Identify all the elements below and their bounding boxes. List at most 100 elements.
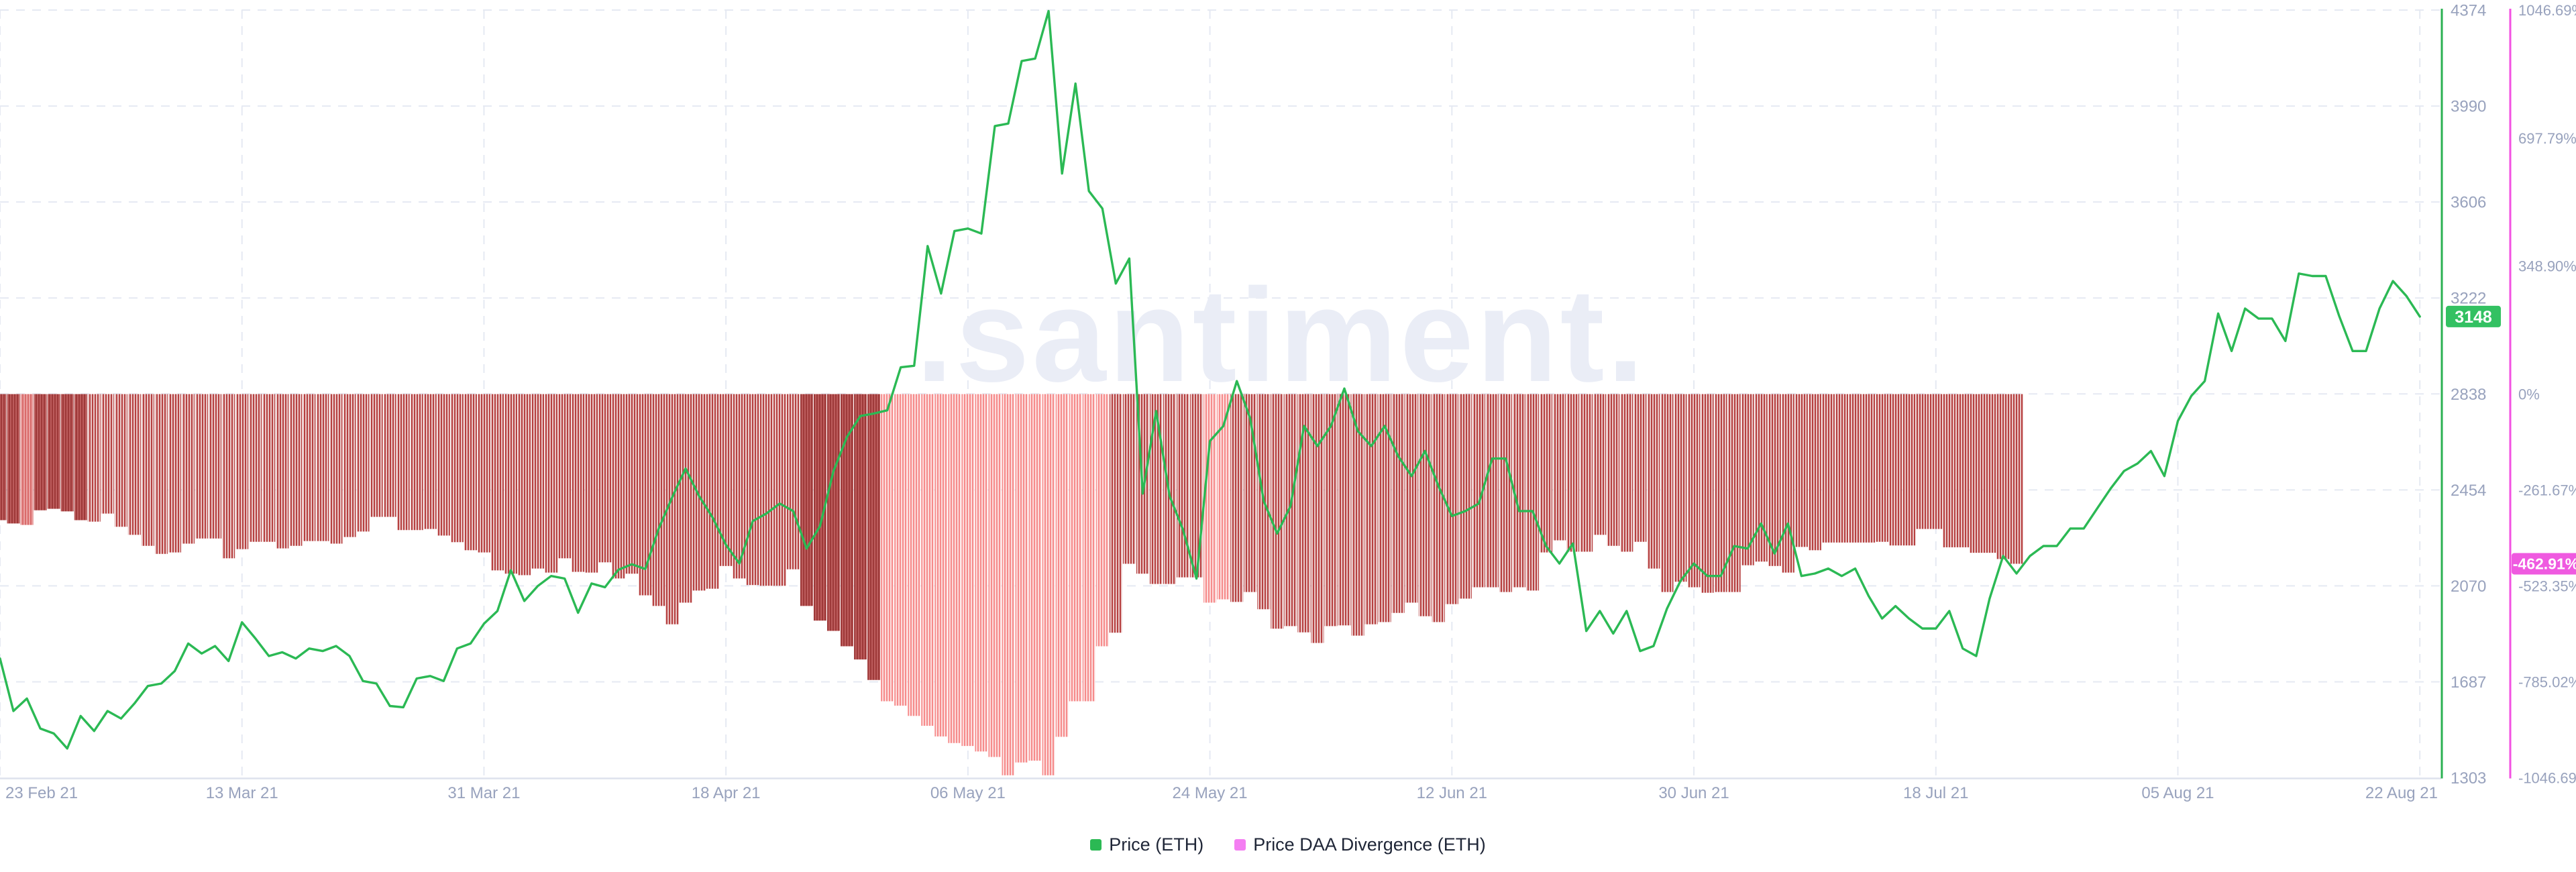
svg-text:3148: 3148: [2455, 308, 2492, 327]
divergence-bar: [1835, 394, 1848, 543]
divergence-bar: [114, 394, 127, 527]
divergence-bars: [0, 394, 2023, 775]
divergence-bar: [1620, 394, 1633, 552]
divergence-bar: [1970, 394, 1983, 553]
divergence-bar: [1499, 394, 1512, 592]
divergence-bar: [87, 394, 101, 522]
legend-item-divergence[interactable]: Price DAA Divergence (ETH): [1234, 834, 1486, 855]
divergence-bar: [34, 394, 47, 510]
divergence-bar: [1983, 394, 1996, 553]
divergence-bar: [921, 394, 934, 726]
divergence-bar: [773, 394, 786, 586]
divergence-bar: [1862, 394, 1876, 543]
divergence-bar: [316, 394, 329, 541]
divergence-bar: [1768, 394, 1781, 566]
divergence-bar: [813, 394, 826, 621]
divergence-bar: [558, 394, 572, 559]
divergence-bar: [450, 394, 464, 543]
divergence-bar: [1338, 394, 1351, 626]
divergence-bar: [961, 394, 975, 747]
divergence-bar: [262, 394, 276, 542]
divergence-bar: [410, 394, 423, 531]
price-tick-label: 1687: [2451, 673, 2486, 692]
divergence-bar: [733, 394, 746, 579]
divergence-bar: [127, 394, 141, 535]
divergence-bar: [934, 394, 948, 737]
divergence-bar: [1794, 394, 1808, 547]
divergence-bar: [504, 394, 518, 574]
divergence-bar: [222, 394, 235, 559]
divergence-tick-label: 697.79%: [2518, 130, 2576, 147]
divergence-bar: [1069, 394, 1082, 702]
divergence-bar: [1714, 394, 1727, 592]
divergence-tick-label: -261.67%: [2518, 482, 2576, 499]
chart-legend: Price (ETH) Price DAA Divergence (ETH): [0, 834, 2576, 855]
divergence-bar: [1149, 394, 1163, 584]
divergence-bar: [276, 394, 289, 549]
divergence-bar: [1405, 394, 1418, 603]
divergence-bar: [2010, 394, 2023, 564]
divergence-bar: [612, 394, 625, 579]
x-tick-label: 06 May 21: [930, 784, 1006, 802]
divergence-bar: [209, 394, 222, 539]
divergence-tick-label: 1046.69%: [2518, 2, 2576, 19]
divergence-bar: [1230, 394, 1244, 602]
divergence-bar: [437, 394, 450, 536]
divergence-bar: [1082, 394, 1095, 702]
divergence-bar: [1701, 394, 1714, 593]
divergence-bar: [249, 394, 262, 542]
legend-item-price-label: Price (ETH): [1109, 834, 1204, 855]
divergence-bar: [1633, 394, 1647, 542]
divergence-bar: [1378, 394, 1391, 622]
divergence-bar: [692, 394, 706, 591]
divergence-bar: [235, 394, 249, 549]
divergence-bar: [383, 394, 396, 517]
gridlines: [0, 9, 2440, 777]
divergence-bar: [679, 394, 692, 603]
divergence-bar: [1526, 394, 1540, 591]
divergence-bar: [1432, 394, 1445, 622]
divergence-last-value-badge: -462.91%: [2512, 553, 2576, 575]
divergence-tick-label: 348.90%: [2518, 258, 2576, 275]
divergence-bar: [1674, 394, 1687, 582]
x-tick-label: 12 Jun 21: [1417, 784, 1487, 802]
divergence-bar: [1324, 394, 1338, 626]
x-tick-label: 18 Jul 21: [1903, 784, 1968, 802]
divergence-bar: [908, 394, 921, 716]
divergence-bar: [1580, 394, 1593, 552]
divergence-bar: [168, 394, 182, 553]
divergence-bar: [1472, 394, 1485, 588]
divergence-bar: [545, 394, 558, 573]
svg-text:-462.91%: -462.91%: [2513, 555, 2576, 572]
divergence-bar: [1458, 394, 1472, 599]
divergence-bar: [1593, 394, 1607, 535]
divergence-bar: [370, 394, 383, 517]
divergence-bar: [706, 394, 719, 589]
x-tick-label: 18 Apr 21: [692, 784, 761, 802]
divergence-bar: [1445, 394, 1458, 604]
divergence-bar: [1929, 394, 1943, 529]
price-last-value-badge: 3148: [2446, 305, 2501, 327]
legend-item-divergence-label: Price DAA Divergence (ETH): [1253, 834, 1486, 855]
divergence-bar: [1956, 394, 1970, 547]
divergence-bar: [1217, 394, 1230, 600]
divergence-bar: [1297, 394, 1311, 633]
divergence-bar: [1607, 394, 1620, 546]
x-tick-label: 05 Aug 21: [2141, 784, 2214, 802]
divergence-bar: [396, 394, 410, 531]
divergence-bar: [1177, 394, 1190, 578]
divergence-bar: [881, 394, 894, 702]
divergence-bar: [598, 394, 612, 563]
divergence-bar: [518, 394, 531, 576]
divergence-bar: [1042, 394, 1055, 775]
divergence-bar: [826, 394, 840, 631]
divergence-bar: [1109, 394, 1122, 633]
divergence-bar: [1687, 394, 1701, 588]
divergence-bar: [1808, 394, 1821, 551]
divergence-bar: [182, 394, 195, 544]
x-tick-label: 31 Mar 21: [447, 784, 520, 802]
divergence-bar: [1660, 394, 1674, 592]
divergence-bar: [1553, 394, 1566, 541]
divergence-bar: [343, 394, 356, 537]
legend-item-price[interactable]: Price (ETH): [1090, 834, 1203, 855]
